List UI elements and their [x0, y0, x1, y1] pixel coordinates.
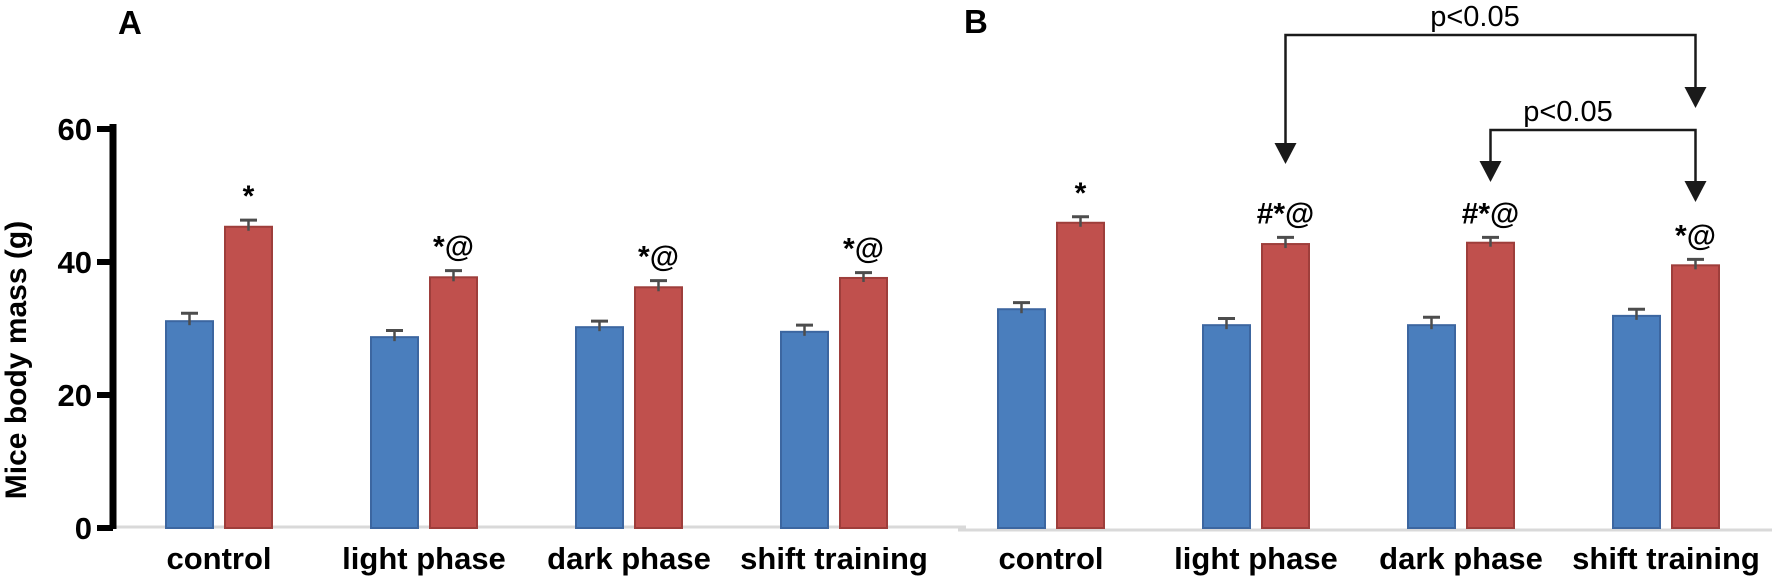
- significance-bracket-1-arrowhead-left: [1274, 143, 1297, 164]
- bar-blue-light-phase-panel-a: [370, 336, 419, 529]
- bar-blue-control-panel-b: [997, 308, 1046, 529]
- significance-bracket-2-label: p<0.05: [1523, 96, 1613, 128]
- bar-blue-control-panel-a: [165, 320, 214, 529]
- y-tick-label-60: 60: [58, 112, 92, 147]
- bar-blue-shift-training-panel-b: [1612, 314, 1661, 529]
- significance-bracket-1-arrowhead-right: [1684, 87, 1707, 108]
- bar-blue-dark-phase-panel-a: [575, 326, 624, 530]
- bar-red-control-panel-b: [1056, 221, 1105, 529]
- bar-red-dark-phase-panel-a: [634, 286, 683, 529]
- x-category-label-control-panel-b: control: [998, 541, 1103, 576]
- bar-red-light-phase-panel-a: [429, 276, 478, 530]
- x-category-label-dark-phase-panel-a: dark phase: [547, 541, 711, 576]
- bar-red-light-phase-panel-b: [1261, 243, 1310, 529]
- bar-red-dark-phase-panel-b: [1466, 241, 1515, 529]
- y-tick-label-40: 40: [58, 245, 92, 280]
- x-category-label-dark-phase-panel-b: dark phase: [1379, 541, 1543, 576]
- y-tick-label-0: 0: [75, 511, 92, 546]
- annotation-shift-training-panel-a: *@: [843, 233, 884, 266]
- annotation-dark-phase-panel-a: *@: [638, 241, 679, 274]
- bar-red-shift-training-panel-b: [1671, 264, 1720, 529]
- y-tick-label-20: 20: [58, 378, 92, 413]
- significance-bracket-2-arrowhead-left: [1479, 161, 1502, 182]
- bar-blue-dark-phase-panel-b: [1407, 324, 1456, 529]
- bar-blue-shift-training-panel-a: [780, 330, 829, 530]
- panel-letter-a: A: [118, 4, 142, 41]
- x-category-label-shift-training-panel-b: shift training: [1572, 541, 1760, 576]
- significance-bracket-2-arrowhead-right: [1684, 181, 1707, 202]
- bar-blue-light-phase-panel-b: [1202, 324, 1251, 529]
- significance-bracket-1-line: [1284, 33, 1697, 146]
- panel-letter-b: B: [964, 3, 988, 40]
- y-axis-title: Mice body mass (g): [0, 221, 33, 499]
- x-category-label-light-phase-panel-a: light phase: [342, 541, 506, 576]
- annotation-control-panel-b: *: [1075, 177, 1087, 210]
- x-category-label-control-panel-a: control: [166, 541, 271, 576]
- bar-red-control-panel-a: [224, 225, 273, 529]
- x-category-label-light-phase-panel-b: light phase: [1174, 541, 1338, 576]
- annotation-control-panel-a: *: [243, 180, 255, 213]
- x-category-label-shift-training-panel-a: shift training: [740, 541, 928, 576]
- annotation-shift-training-panel-b: *@: [1675, 219, 1716, 252]
- significance-bracket-2-line: [1489, 128, 1697, 184]
- annotation-light-phase-panel-b: #*@: [1257, 197, 1315, 230]
- bar-red-shift-training-panel-a: [839, 276, 888, 529]
- annotation-dark-phase-panel-b: #*@: [1462, 197, 1520, 230]
- annotation-light-phase-panel-a: *@: [433, 231, 474, 264]
- significance-bracket-1-label: p<0.05: [1430, 1, 1520, 33]
